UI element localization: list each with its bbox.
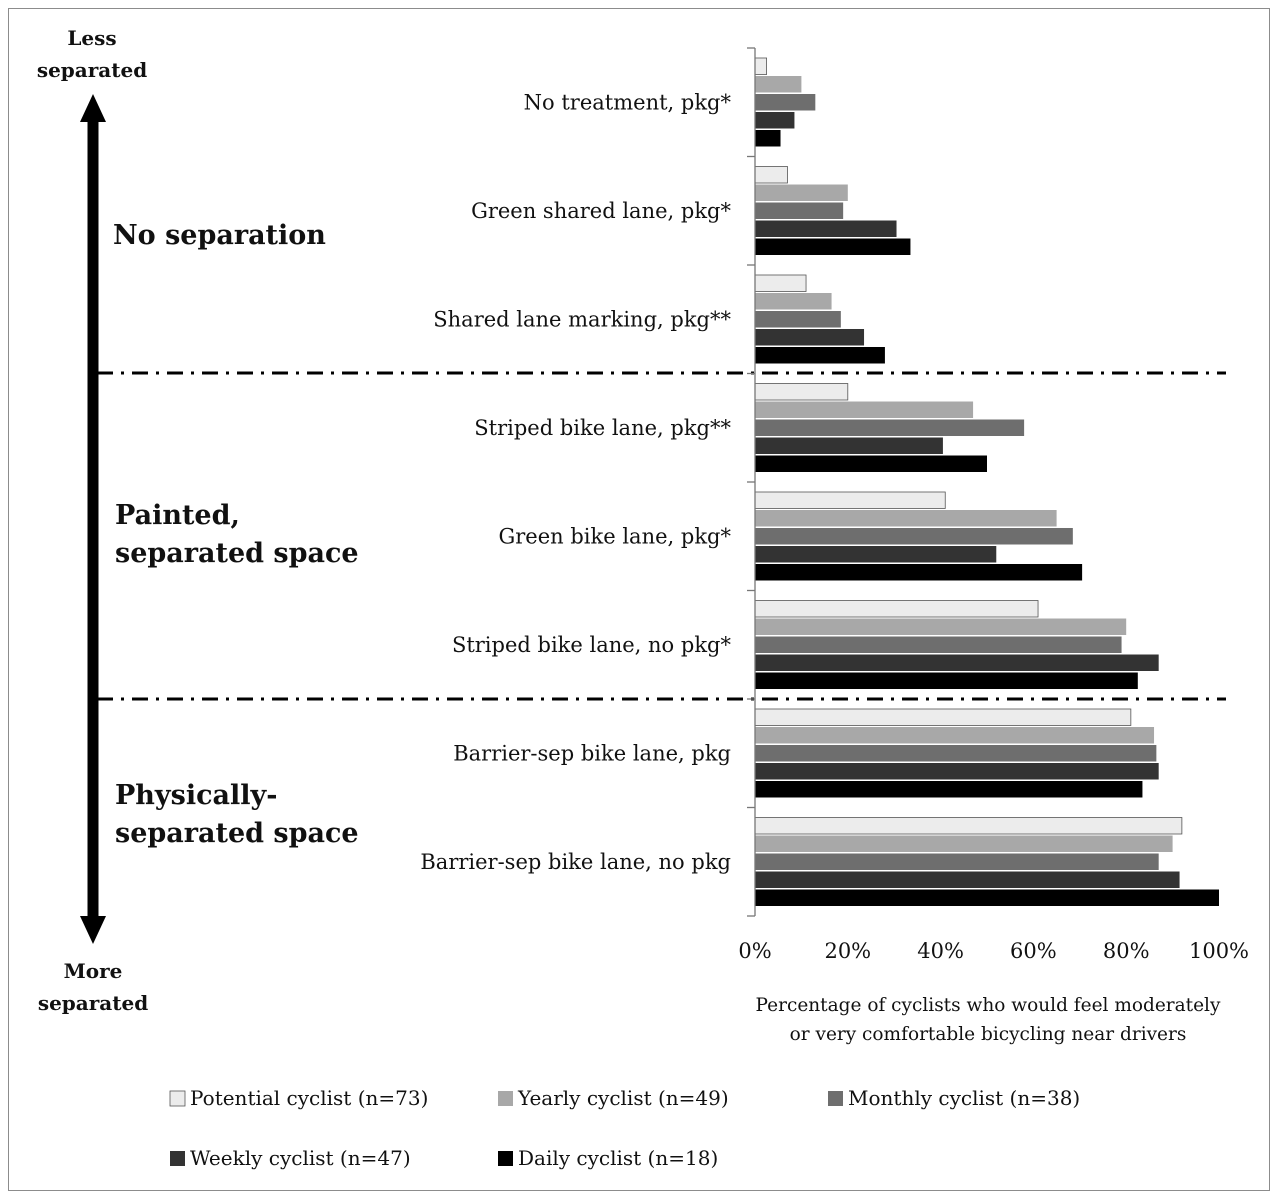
bar xyxy=(755,112,795,129)
category-label: No treatment, pkg* xyxy=(524,90,732,114)
x-tick-label: 80% xyxy=(1103,939,1150,963)
chart-frame xyxy=(8,8,1270,1191)
legend-swatch xyxy=(498,1091,513,1106)
axes-layer: No treatment, pkg* Green shared lane, pkg… xyxy=(420,47,1249,963)
arrow-top-label-line2: separated xyxy=(37,58,147,82)
x-tick-label: 60% xyxy=(1010,939,1057,963)
legend-swatch xyxy=(169,1090,186,1107)
category-label: Striped bike lane, pkg** xyxy=(474,416,731,440)
bar xyxy=(755,745,1157,762)
bar xyxy=(755,401,974,418)
x-axis-label-line2: or very comfortable bicycling near drive… xyxy=(790,1024,1187,1045)
bar xyxy=(754,491,946,509)
bar xyxy=(755,853,1159,870)
bar xyxy=(755,293,832,310)
bar xyxy=(755,636,1122,653)
arrow-bottom-label-line2: separated xyxy=(38,991,148,1015)
bar xyxy=(755,220,897,237)
bar xyxy=(755,546,997,563)
legend: Potential cyclist (n=73) Yearly cyclist (… xyxy=(169,1086,1080,1170)
x-tick-label: 100% xyxy=(1189,939,1249,963)
bar xyxy=(755,184,848,201)
x-tick-label: 0% xyxy=(738,939,771,963)
group-label-painted-line2: separated space xyxy=(115,538,359,569)
bar xyxy=(755,510,1057,527)
bar xyxy=(755,781,1143,798)
category-label: Green shared lane, pkg* xyxy=(471,199,731,223)
bar xyxy=(755,329,865,346)
category-label: Striped bike lane, no pkg* xyxy=(452,633,732,657)
bar xyxy=(755,94,816,111)
category-label: Shared lane marking, pkg** xyxy=(433,307,731,331)
bar xyxy=(755,672,1138,689)
bar xyxy=(755,835,1173,852)
x-tick-label: 40% xyxy=(917,939,964,963)
category-label: Green bike lane, pkg* xyxy=(498,524,731,548)
legend-swatch xyxy=(828,1091,843,1106)
legend-swatch xyxy=(170,1151,185,1166)
bar xyxy=(755,437,943,454)
bar xyxy=(754,57,768,75)
bar xyxy=(755,871,1180,888)
x-tick-label: 20% xyxy=(824,939,871,963)
bar xyxy=(755,528,1073,545)
bar xyxy=(755,130,781,147)
legend-label: Weekly cyclist (n=47) xyxy=(190,1146,411,1170)
legend-label: Daily cyclist (n=18) xyxy=(518,1146,718,1170)
group-label-no-separation: No separation xyxy=(113,220,326,251)
bar xyxy=(755,455,987,472)
bar xyxy=(754,708,1132,726)
group-label-painted-line1: Painted, xyxy=(115,500,240,531)
bar xyxy=(754,817,1183,835)
legend-label: Potential cyclist (n=73) xyxy=(190,1086,428,1110)
bar xyxy=(755,727,1155,744)
bar xyxy=(755,654,1159,671)
bar xyxy=(755,311,841,328)
arrow-top-label-line1: Less xyxy=(67,26,116,50)
bar xyxy=(755,202,844,219)
bar xyxy=(755,889,1219,906)
bars-layer xyxy=(754,57,1219,906)
group-label-physical-line1: Physically- xyxy=(115,780,277,811)
bar xyxy=(754,274,807,292)
bar xyxy=(754,383,849,401)
bar xyxy=(755,347,885,364)
x-axis-label-line1: Percentage of cyclists who would feel mo… xyxy=(756,995,1221,1016)
bar xyxy=(755,763,1159,780)
bar xyxy=(755,419,1025,436)
arrow-bottom-label-line1: More xyxy=(64,959,123,983)
legend-label: Monthly cyclist (n=38) xyxy=(848,1086,1080,1110)
legend-label: Yearly cyclist (n=49) xyxy=(517,1086,729,1110)
legend-swatch xyxy=(498,1151,513,1166)
separation-arrow xyxy=(80,94,106,944)
bar xyxy=(755,618,1127,635)
bar xyxy=(754,600,1039,618)
bar xyxy=(755,76,802,93)
bar xyxy=(755,564,1083,581)
bar xyxy=(755,238,911,255)
category-label: Barrier-sep bike lane, no pkg xyxy=(420,850,731,874)
group-label-physical-line2: separated space xyxy=(115,818,359,849)
category-label: Barrier-sep bike lane, pkg xyxy=(453,741,731,765)
bar xyxy=(754,166,788,184)
